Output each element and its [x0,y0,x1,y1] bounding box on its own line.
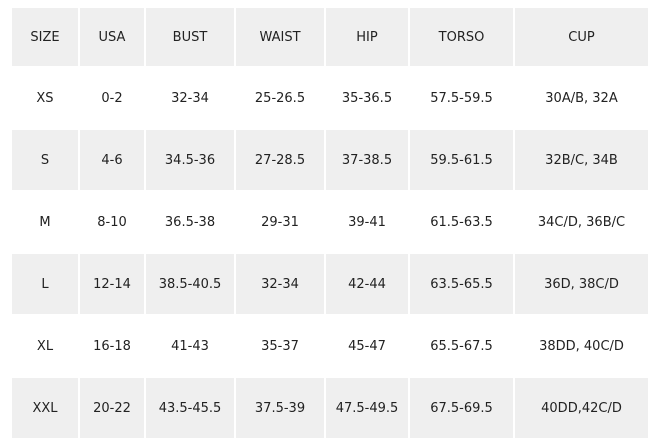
table-cell: 61.5-63.5 [410,192,513,252]
table-cell: 12-14 [80,254,144,314]
header-cell: WAIST [236,8,324,66]
table-cell: 65.5-67.5 [410,316,513,376]
table-cell: 8-10 [80,192,144,252]
header-cell: BUST [146,8,234,66]
table-cell: 32B/C, 34B [515,130,648,190]
header-row: SIZE USA BUST WAIST HIP TORSO CUP [12,8,648,66]
table-cell: 67.5-69.5 [410,378,513,438]
header-cell: CUP [515,8,648,66]
table-cell: 63.5-65.5 [410,254,513,314]
table-cell: 35-36.5 [326,68,408,128]
table-cell: 4-6 [80,130,144,190]
table-cell: L [12,254,78,314]
table-cell: 37-38.5 [326,130,408,190]
header-cell: HIP [326,8,408,66]
table-row: XL 16-18 41-43 35-37 45-47 65.5-67.5 38DD, 40C… [12,316,648,376]
size-table: SIZE USA BUST WAIST HIP TORSO CUP XS 0-2 32-34 25-… [10,6,650,440]
table-cell: 34.5-36 [146,130,234,190]
table-cell: 47.5-49.5 [326,378,408,438]
table-cell: 25-26.5 [236,68,324,128]
table-cell: 37.5-39 [236,378,324,438]
header-cell: SIZE [12,8,78,66]
table-cell: 41-43 [146,316,234,376]
table-cell: 43.5-45.5 [146,378,234,438]
table-cell: M [12,192,78,252]
table-cell: 57.5-59.5 [410,68,513,128]
table-cell: 38.5-40.5 [146,254,234,314]
table-cell: 59.5-61.5 [410,130,513,190]
header-cell: TORSO [410,8,513,66]
table-cell: 36D, 38C/D [515,254,648,314]
table-cell: 45-47 [326,316,408,376]
table-cell: 20-22 [80,378,144,438]
table-cell: 30A/B, 32A [515,68,648,128]
table-cell: 36.5-38 [146,192,234,252]
table-cell: 38DD, 40C/D [515,316,648,376]
table-cell: 32-34 [236,254,324,314]
table-cell: 32-34 [146,68,234,128]
table-cell: 16-18 [80,316,144,376]
table-cell: S [12,130,78,190]
table-cell: 40DD,42C/D [515,378,648,438]
table-row: L 12-14 38.5-40.5 32-34 42-44 63.5-65.5 36D, 3… [12,254,648,314]
table-cell: XL [12,316,78,376]
table-cell: XS [12,68,78,128]
table-cell: 39-41 [326,192,408,252]
table-row: S 4-6 34.5-36 27-28.5 37-38.5 59.5-61.5 32B/C,… [12,130,648,190]
size-chart: SIZE USA BUST WAIST HIP TORSO CUP XS 0-2 32-34 25-… [10,6,650,440]
table-row: XXL 20-22 43.5-45.5 37.5-39 47.5-49.5 67.5-69… [12,378,648,438]
table-cell: 27-28.5 [236,130,324,190]
table-cell: 29-31 [236,192,324,252]
table-row: M 8-10 36.5-38 29-31 39-41 61.5-63.5 34C/D, 36… [12,192,648,252]
table-cell: 42-44 [326,254,408,314]
table-cell: 0-2 [80,68,144,128]
table-cell: XXL [12,378,78,438]
table-cell: 35-37 [236,316,324,376]
table-row: XS 0-2 32-34 25-26.5 35-36.5 57.5-59.5 30A/B, … [12,68,648,128]
header-cell: USA [80,8,144,66]
table-cell: 34C/D, 36B/C [515,192,648,252]
